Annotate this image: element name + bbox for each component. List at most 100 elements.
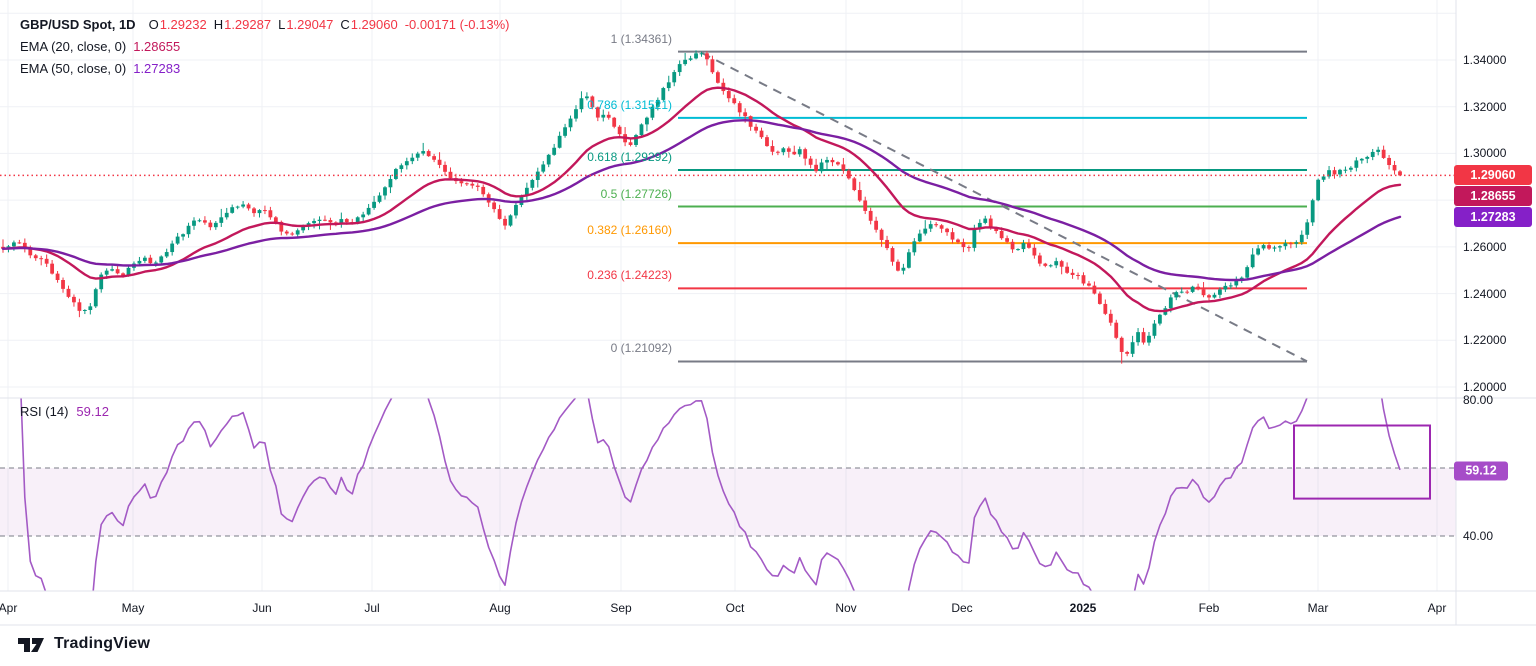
candle-body	[82, 309, 87, 311]
candle-body	[1157, 314, 1162, 324]
candle-body	[252, 208, 256, 214]
ema20-label: EMA (20, close, 0)	[20, 39, 127, 54]
candle-body	[945, 228, 949, 233]
candle-body	[22, 242, 27, 249]
candle-body	[1398, 171, 1402, 176]
candle-body	[1054, 261, 1059, 266]
candle-body	[934, 224, 939, 226]
candle-body	[121, 273, 125, 276]
candle-body	[568, 118, 573, 128]
candle-body	[781, 148, 786, 153]
candle-body	[710, 59, 715, 73]
candle-body	[863, 200, 868, 211]
candle-body	[459, 181, 464, 184]
candle-body	[235, 206, 240, 208]
candle-body	[279, 221, 284, 232]
descending-trendline[interactable]	[701, 52, 1308, 363]
candle-body	[383, 187, 387, 196]
candle-body	[546, 154, 551, 165]
candle-body	[1201, 289, 1206, 296]
candle-body	[715, 72, 720, 83]
candle-body	[1032, 247, 1037, 256]
rsi-legend-row[interactable]: RSI (14) 59.12	[20, 404, 109, 419]
candle-body	[825, 159, 829, 163]
time-axis-tick: May	[121, 601, 145, 615]
candle-body	[192, 220, 196, 226]
candle-body	[1125, 351, 1130, 354]
candle-body	[1245, 267, 1250, 278]
candle-body	[323, 219, 327, 221]
candle-body	[650, 106, 655, 118]
time-axis-tick: Nov	[835, 601, 857, 615]
candle-body	[197, 220, 202, 222]
candle-body	[1228, 285, 1233, 287]
candle-body	[1294, 242, 1299, 244]
ema20-line[interactable]	[1, 86, 1402, 313]
candle-body	[1179, 291, 1184, 293]
candle-body	[770, 146, 775, 152]
candle-body	[885, 239, 889, 249]
brand-name[interactable]: TradingView	[54, 635, 151, 652]
candle-body	[273, 217, 278, 222]
rsi-highlight-box[interactable]	[1293, 424, 1431, 500]
candle-body	[530, 179, 535, 188]
candle-body	[164, 252, 169, 257]
candle-body	[1354, 160, 1359, 168]
candle-body	[732, 98, 737, 104]
price-axis-tick: 1.20000	[1463, 380, 1507, 394]
candle-body	[606, 114, 611, 118]
change-value: -0.00171 (-0.13%)	[404, 17, 510, 32]
price-badge: 1.29060	[1454, 165, 1532, 186]
candle-body	[803, 149, 808, 159]
candle-body	[1332, 170, 1337, 175]
rsi-label: RSI (14)	[20, 404, 69, 419]
fib-level-label: 0 (1.21092)	[610, 341, 672, 356]
candle-body	[301, 226, 306, 231]
candle-body	[1370, 151, 1375, 157]
candle-body	[219, 217, 224, 223]
time-axis-tick: Jun	[252, 601, 272, 615]
candle-body	[344, 219, 349, 223]
candle-body	[1103, 303, 1108, 314]
candle-body	[574, 109, 578, 119]
candle-body	[846, 170, 851, 179]
candle-body	[830, 159, 835, 163]
symbol-row[interactable]: GBP/USD Spot, 1D O 1.29232 H 1.29287 L 1.29…	[20, 14, 510, 36]
fib-level-label: 0.236 (1.24223)	[587, 268, 672, 283]
candle-body	[88, 306, 93, 310]
candle-body	[1076, 274, 1080, 276]
rsi-layer	[14, 332, 1401, 644]
candle-body	[836, 162, 840, 165]
ema20-legend-row[interactable]: EMA (20, close, 0) 1.28655	[20, 36, 510, 58]
candle-body	[1321, 176, 1326, 180]
ema50-line[interactable]	[1, 118, 1402, 282]
candle-body	[377, 195, 382, 202]
candle-body	[1141, 332, 1146, 343]
symbol-title: GBP/USD Spot, 1D	[20, 17, 136, 32]
time-axis-tick: Jul	[364, 601, 380, 615]
candle-body	[50, 263, 55, 274]
tradingview-logo[interactable]	[16, 634, 46, 654]
candle-body	[394, 169, 398, 179]
rsi-line[interactable]	[14, 332, 1401, 644]
candle-body	[1087, 283, 1091, 286]
rsi-badge: 59.12	[1454, 461, 1508, 481]
candle-body	[743, 112, 748, 117]
candle-body	[977, 222, 982, 229]
candle-body	[661, 88, 666, 100]
candle-body	[1376, 149, 1381, 152]
candle-body	[765, 137, 769, 147]
candle-body	[93, 289, 98, 307]
ema50-legend-row[interactable]: EMA (50, close, 0) 1.27283	[20, 58, 510, 80]
candle-body	[956, 239, 960, 243]
footer-bar: TradingView	[16, 634, 150, 654]
candle-body	[1234, 280, 1239, 286]
candle-body	[1223, 285, 1228, 290]
price-axis-tick: 1.22000	[1463, 333, 1507, 348]
candle-body	[170, 243, 175, 253]
price-axis-tick: 1.26000	[1463, 239, 1507, 254]
candle-body	[1027, 243, 1031, 248]
candle-body	[617, 126, 622, 135]
candle-body	[950, 232, 955, 240]
